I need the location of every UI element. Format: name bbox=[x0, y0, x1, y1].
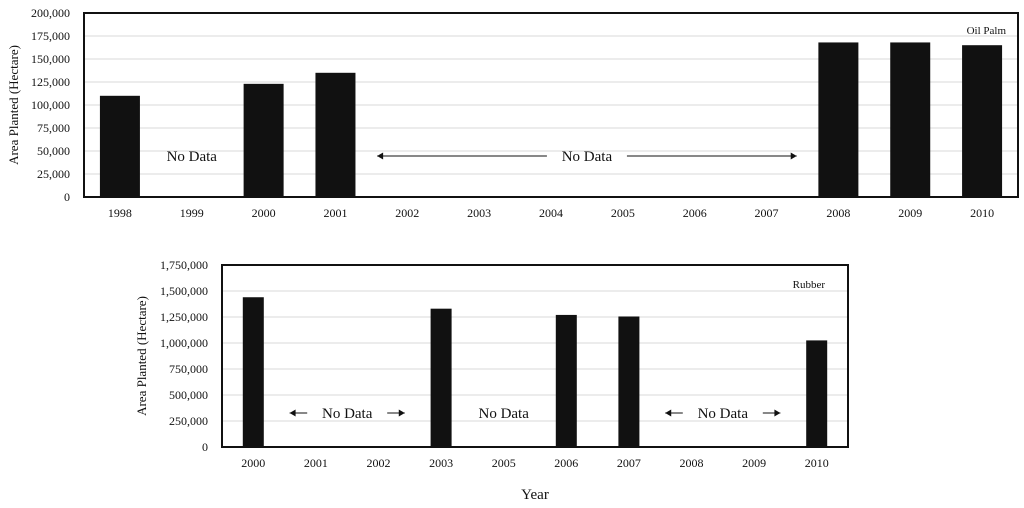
rubber-plot-frame bbox=[221, 264, 849, 448]
oil-palm-y-tick-label: 125,000 bbox=[31, 75, 70, 89]
oil-palm-x-tick-label: 2006 bbox=[683, 206, 707, 220]
oil-palm-y-axis-title: Area Planted (Hectare) bbox=[6, 45, 21, 165]
oil-palm-x-tick-label: 2004 bbox=[539, 206, 563, 220]
oil-palm-x-tick-label: 2002 bbox=[395, 206, 419, 220]
oil-palm-plot-frame bbox=[83, 12, 1019, 198]
rubber-x-tick-label: 2001 bbox=[304, 456, 328, 470]
oil-palm-x-tick-label: 2000 bbox=[252, 206, 276, 220]
rubber-bar-2003 bbox=[430, 308, 452, 447]
oil-palm-y-tick-label: 25,000 bbox=[37, 167, 70, 181]
rubber-no-data-label: No Data bbox=[322, 406, 373, 422]
rubber-y-tick-label: 500,000 bbox=[169, 388, 208, 402]
rubber-y-tick-label: 250,000 bbox=[169, 414, 208, 428]
rubber-bar-2010 bbox=[806, 340, 828, 447]
rubber-bar-2007 bbox=[618, 316, 640, 447]
oil-palm-x-tick-label: 2008 bbox=[826, 206, 850, 220]
oil-palm-bar-2010 bbox=[962, 45, 1003, 198]
oil-palm-chart: 0 25,000 50,000 75,000 100,000 125,000 150,000… bbox=[6, 6, 1019, 220]
oil-palm-x-tick-label: 1998 bbox=[108, 206, 132, 220]
oil-palm-no-data-label: No Data bbox=[562, 149, 613, 165]
oil-palm-y-tick-label: 75,000 bbox=[37, 121, 70, 135]
rubber-y-tick-label: 1,750,000 bbox=[160, 258, 208, 272]
rubber-x-tick-label: 2008 bbox=[680, 456, 704, 470]
rubber-x-tick-label: 2003 bbox=[429, 456, 453, 470]
oil-palm-x-tick-label: 1999 bbox=[180, 206, 204, 220]
oil-palm-y-tick-label: 100,000 bbox=[31, 98, 70, 112]
rubber-arrowhead-left bbox=[289, 409, 296, 417]
rubber-y-tick-label: 1,250,000 bbox=[160, 310, 208, 324]
oil-palm-y-tick-label: 50,000 bbox=[37, 144, 70, 158]
oil-palm-bar-2009 bbox=[890, 42, 931, 197]
rubber-y-tick-label: 1,500,000 bbox=[160, 284, 208, 298]
rubber-x-tick-label: 2009 bbox=[742, 456, 766, 470]
rubber-y-tick-label: 0 bbox=[202, 440, 208, 454]
rubber-x-tick-label: 2006 bbox=[554, 456, 578, 470]
rubber-no-data-label: No Data bbox=[698, 406, 749, 422]
oil-palm-x-tick-label: 2010 bbox=[970, 206, 994, 220]
oil-palm-y-tick-label: 0 bbox=[64, 190, 70, 204]
rubber-x-tick-label: 2007 bbox=[617, 456, 641, 470]
oil-palm-bar-2000 bbox=[243, 83, 284, 197]
rubber-arrowhead-right bbox=[398, 409, 405, 417]
oil-palm-x-tick-label: 2007 bbox=[755, 206, 779, 220]
rubber-x-tick-label: 2005 bbox=[492, 456, 516, 470]
rubber-series-label: Rubber bbox=[793, 279, 826, 291]
rubber-y-tick-label: 1,000,000 bbox=[160, 336, 208, 350]
oil-palm-no-data-label: No Data bbox=[167, 149, 218, 165]
rubber-y-axis-title: Area Planted (Hectare) bbox=[134, 296, 149, 416]
rubber-y-tick-label: 750,000 bbox=[169, 362, 208, 376]
oil-palm-x-tick-label: 2005 bbox=[611, 206, 635, 220]
oil-palm-y-tick-label: 175,000 bbox=[31, 29, 70, 43]
oil-palm-bar-2001 bbox=[315, 72, 356, 197]
oil-palm-x-tick-label: 2001 bbox=[323, 206, 347, 220]
oil-palm-arrowhead-left bbox=[377, 152, 384, 160]
rubber-x-axis-title: Year bbox=[521, 487, 549, 503]
oil-palm-bar-1998 bbox=[99, 95, 140, 197]
oil-palm-bar-2008 bbox=[818, 42, 859, 197]
rubber-arrowhead-left bbox=[665, 409, 672, 417]
rubber-chart: 0 250,000 500,000 750,000 1,000,000 1,250,000… bbox=[134, 258, 849, 503]
rubber-x-tick-label: 2002 bbox=[367, 456, 391, 470]
oil-palm-x-tick-label: 2003 bbox=[467, 206, 491, 220]
rubber-bar-2006 bbox=[555, 314, 577, 447]
rubber-bar-2000 bbox=[242, 297, 264, 447]
rubber-x-tick-label: 2000 bbox=[241, 456, 265, 470]
oil-palm-y-tick-label: 150,000 bbox=[31, 52, 70, 66]
oil-palm-series-label: Oil Palm bbox=[967, 25, 1007, 37]
rubber-x-tick-label: 2010 bbox=[805, 456, 829, 470]
oil-palm-x-tick-label: 2009 bbox=[898, 206, 922, 220]
rubber-no-data-label: No Data bbox=[478, 406, 529, 422]
oil-palm-y-tick-label: 200,000 bbox=[31, 6, 70, 20]
oil-palm-arrowhead-right bbox=[790, 152, 797, 160]
rubber-arrowhead-right bbox=[774, 409, 781, 417]
